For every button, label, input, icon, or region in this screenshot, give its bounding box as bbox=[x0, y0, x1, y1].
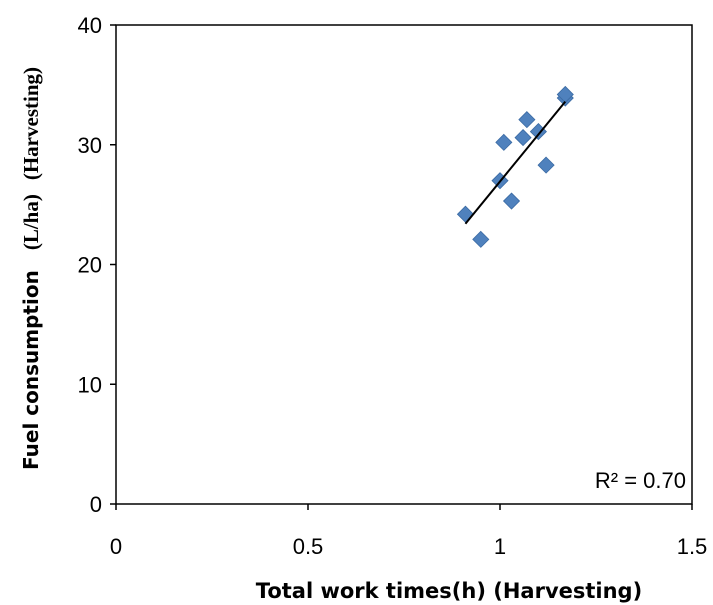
data-point bbox=[529, 123, 547, 141]
data-point bbox=[495, 133, 513, 151]
y-tick-label: 20 bbox=[78, 253, 102, 278]
y-tick-label: 30 bbox=[78, 133, 102, 158]
plot-area-frame bbox=[115, 24, 693, 505]
x-tick-label: 1 bbox=[494, 534, 506, 559]
y-tick-label: 0 bbox=[90, 492, 102, 517]
x-axis-ticks: 0 0.5 1 1.5 bbox=[110, 504, 707, 559]
x-tick-label: 0.5 bbox=[293, 534, 324, 559]
r-squared-annotation: R² = 0.70 bbox=[595, 468, 686, 493]
y-tick-label: 10 bbox=[78, 372, 102, 397]
data-point bbox=[514, 128, 532, 147]
data-point bbox=[537, 156, 555, 174]
x-axis-title: Total work times(h) (Harvesting) bbox=[256, 579, 642, 603]
y-axis-title-part-1: Fuel consumption bbox=[19, 270, 43, 470]
data-point bbox=[518, 111, 536, 129]
trendline bbox=[464, 101, 567, 225]
data-points bbox=[456, 85, 574, 248]
y-axis-title: Fuel consumption (L/ha) (Harvesting) bbox=[19, 67, 43, 470]
y-tick-label: 40 bbox=[78, 13, 102, 38]
x-tick-label: 0 bbox=[110, 534, 122, 559]
y-axis-title-part-2: (L/ha) bbox=[19, 194, 43, 250]
data-point bbox=[502, 192, 521, 210]
y-axis-ticks: 0 10 20 30 40 bbox=[78, 13, 116, 517]
data-point bbox=[472, 230, 490, 248]
y-axis-title-part-3: (Harvesting) bbox=[19, 67, 43, 180]
data-point bbox=[456, 205, 475, 223]
x-tick-label: 1.5 bbox=[677, 534, 708, 559]
